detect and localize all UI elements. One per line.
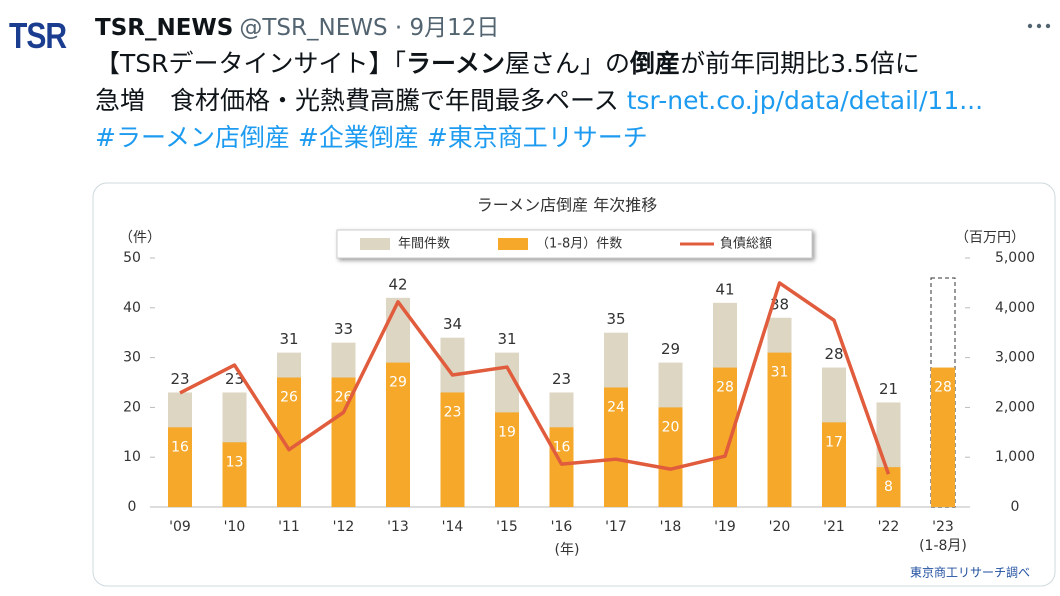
y-tick-label: 0 [128,499,137,515]
value-label: 31 [497,330,516,348]
value-label: 19 [498,424,516,440]
y2-tick-label: 1,000 [995,449,1035,465]
more-button[interactable] [1027,23,1051,29]
y2-tick-label: 5,000 [995,250,1035,266]
x-tick-label: '23 [932,519,954,535]
y2-tick-label: 4,000 [995,300,1035,316]
value-label: 35 [606,310,625,328]
bar [713,367,737,507]
logo[interactable]: TSR [9,16,67,57]
legend-label: 負債総額 [720,237,772,252]
x-tick-label: '15 [496,519,518,535]
bar [168,427,192,507]
author-meta[interactable]: @TSR_NEWS · 9月12日 [239,15,500,41]
y-tick-label: 30 [123,350,141,366]
x-tick-label: '21 [823,519,845,535]
value-label: 24 [607,399,625,415]
bar [495,412,519,507]
link[interactable]: #企業倒産 [297,123,419,152]
bar [604,387,628,507]
bar [386,362,410,507]
link[interactable]: #ラーメン店倒産 [95,123,290,152]
value-label: 29 [389,375,407,391]
x-tick-label: '12 [333,519,355,535]
text-segment: 倒産 [630,49,681,78]
y2-tick-label: 0 [1011,499,1020,515]
tweet-text-line: 【TSRデータインサイト】「ラーメン屋さん」の倒産が前年同期比3.5倍に [95,46,920,82]
value-label: 31 [279,330,298,348]
y2-unit: （百万円） [955,230,1025,246]
x-label: (年) [555,542,580,558]
annotation: (1-8月) [919,538,967,554]
y-tick-label: 20 [123,399,141,415]
y-tick-label: 10 [123,449,141,465]
x-tick-label: '09 [169,519,191,535]
x-tick-label: '10 [224,519,246,535]
value-label: 23 [170,370,189,388]
value-label: 17 [825,434,843,450]
value-label: 26 [280,390,298,406]
y-tick-label: 50 [123,250,141,266]
x-tick-label: '20 [769,519,791,535]
y-tick-label: 40 [123,300,141,316]
value-label: 21 [879,380,898,398]
bar [822,422,846,507]
x-tick-label: '17 [605,519,627,535]
value-label: 20 [662,419,680,435]
legend-label: （1-8月）件数 [536,237,622,252]
y-unit: （件） [119,230,161,246]
bar [440,392,465,507]
x-tick-label: '16 [551,519,573,535]
author-name[interactable]: TSR_NEWS [95,15,234,41]
x-tick-label: '19 [714,519,736,535]
text-segment: が前年同期比3.5倍に [680,49,920,78]
value-label: 23 [444,404,462,420]
x-tick-label: '13 [387,519,409,535]
link[interactable]: #東京商工リサーチ [426,123,648,152]
bar [931,367,955,507]
value-label: 31 [771,365,789,381]
line [179,281,891,475]
bar [222,442,247,507]
value-label: 23 [552,370,571,388]
x-tick-label: '14 [442,519,464,535]
y2-tick-label: 3,000 [995,350,1035,366]
text-segment: 急増 食材価格・光熱費高騰で年間最多ペース [95,86,627,115]
legend-box [336,229,813,259]
tweet-text-line: 急増 食材価格・光熱費高騰で年間最多ペース tsr-net.co.jp/data… [95,83,983,119]
value-label: 42 [388,275,407,293]
text-segment: ラーメン [406,49,506,78]
link[interactable]: tsr-net.co.jp/data/detail/11... [626,86,984,115]
value-label: 8 [884,479,893,495]
value-label: 28 [934,380,952,396]
value-label: 28 [716,380,734,396]
x-tick-label: '11 [278,519,300,535]
source: 東京商工リサーチ調べ [910,565,1030,580]
y2-tick-label: 2,000 [995,399,1035,415]
value-label: 28 [824,345,843,363]
text-segment: 【TSRデータインサイト】「 [95,49,407,78]
chart-title: ラーメン店倒産 年次推移 [477,196,657,215]
value-label: 29 [661,340,680,358]
text-segment: 屋さん」の [505,49,631,78]
bar [767,352,792,507]
x-tick-label: '18 [660,519,682,535]
value-label: 16 [553,439,571,455]
legend-label: 年間件数 [398,237,450,252]
legend-swatch [360,238,390,250]
x-tick-label: '22 [878,519,900,535]
value-label: 16 [171,439,189,455]
bar [549,427,574,507]
tweet-header: TSR_NEWS @TSR_NEWS · 9月12日 [95,8,499,42]
value-label: 33 [334,320,353,338]
value-label: 41 [715,280,734,298]
bar [658,407,683,507]
legend-swatch [498,238,528,250]
value-label: 13 [226,454,244,470]
value-label: 34 [443,315,462,333]
tweet-text-line: #ラーメン店倒産 #企業倒産 #東京商工リサーチ [95,120,648,156]
